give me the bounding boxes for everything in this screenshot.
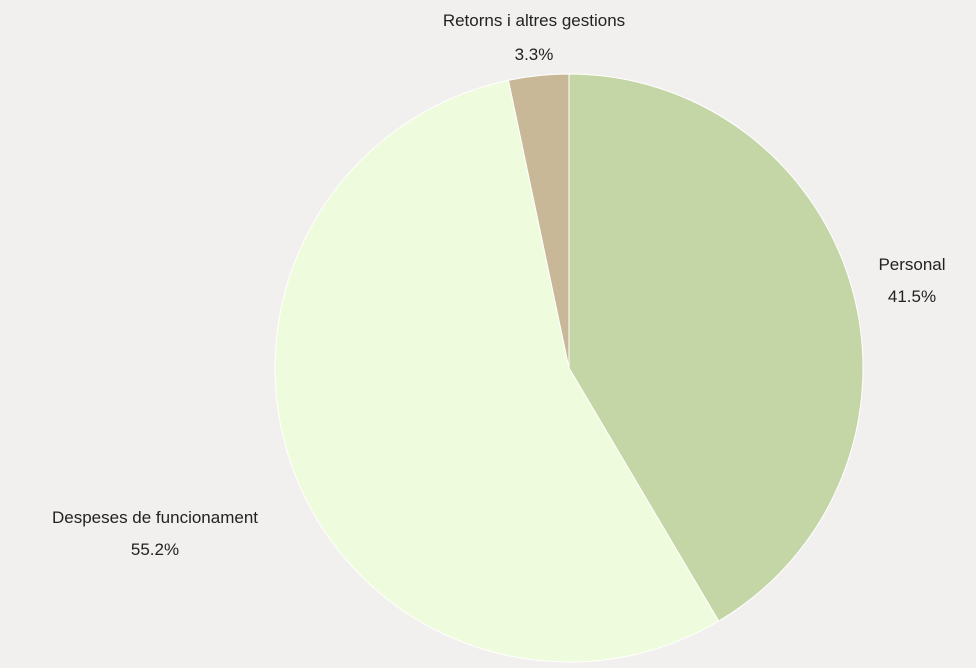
slice-label-retorns: Retorns i altres gestions	[443, 11, 625, 30]
slice-label-personal: Personal	[878, 255, 945, 274]
slice-value-personal: 41.5%	[888, 287, 936, 306]
pie-slices	[274, 73, 864, 663]
pie-slice-personal	[568, 73, 864, 622]
pie-slice-retorns	[507, 73, 570, 369]
slice-value-despeses: 55.2%	[131, 540, 179, 559]
slice-labels: Personal 41.5% Despeses de funcionament …	[52, 11, 946, 559]
slice-value-retorns: 3.3%	[515, 45, 554, 64]
pie-slice-despeses	[274, 79, 720, 663]
slice-label-despeses: Despeses de funcionament	[52, 508, 258, 527]
